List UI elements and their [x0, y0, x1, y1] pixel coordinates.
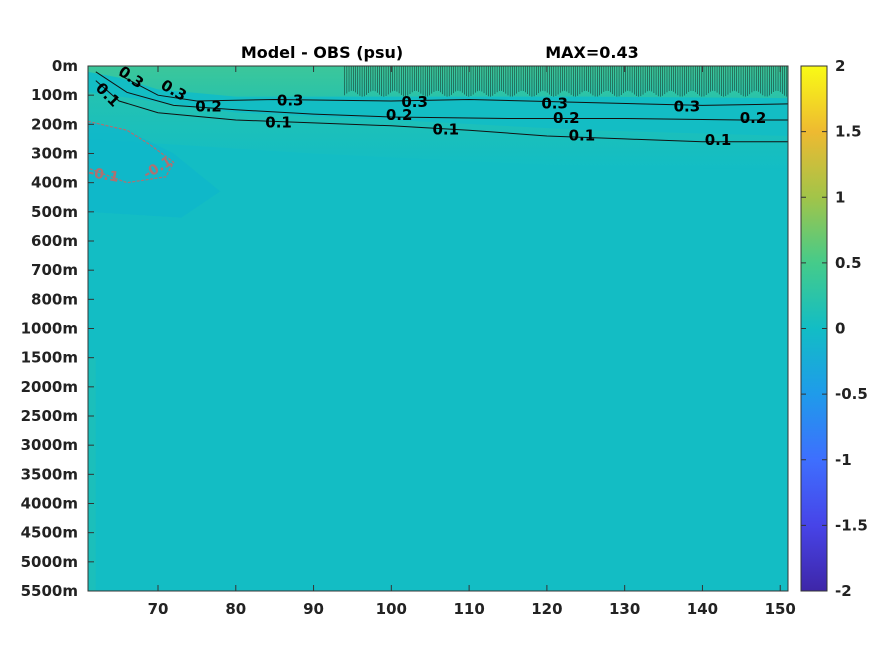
- colorbar-tick-label: 2: [835, 57, 845, 75]
- x-axis: 70 80 90 100 110 120 130 140 150: [148, 66, 796, 618]
- contour-label: 0.2: [386, 106, 413, 124]
- contour-line-0.2: [95, 71, 788, 121]
- contour-label: 0.1: [569, 127, 596, 145]
- x-tick-label: 150: [765, 600, 796, 618]
- contour-label: 0.3: [401, 93, 428, 111]
- y-tick-label: 200m: [31, 115, 78, 133]
- y-tick-label: 3000m: [21, 436, 78, 454]
- y-tick-label: 700m: [31, 261, 78, 279]
- contour-label: 0.3: [674, 97, 701, 115]
- contour-line--0.1: [88, 120, 175, 184]
- contour-label: -0.1: [87, 165, 120, 186]
- y-tick-label: 100m: [31, 86, 78, 104]
- contour-label: 0.2: [553, 109, 580, 127]
- contour-label: 0.1: [705, 131, 732, 149]
- y-axis: 0m 100m 200m 300m 400m 500m 600m 700m 800m 1000m 1…: [21, 57, 94, 600]
- y-tick-label: 2000m: [21, 378, 78, 396]
- chart-title: Model - OBS (psu): [241, 43, 403, 62]
- y-tick-label: 400m: [31, 174, 78, 192]
- y-tick-label: 0m: [52, 57, 78, 75]
- colorbar-tick-label: 1: [835, 188, 845, 206]
- x-tick-label: 140: [687, 600, 718, 618]
- surface-positive-region: [88, 66, 788, 99]
- contour-lines: [88, 66, 788, 184]
- y-tick-label: 600m: [31, 232, 78, 250]
- x-tick-label: 120: [531, 600, 562, 618]
- y-tick-label: 800m: [31, 290, 78, 308]
- subsurface-positive-region: [88, 92, 788, 171]
- colorbar-tick-label: -2: [835, 582, 852, 600]
- colorbar-tick-label: 1.5: [835, 123, 862, 141]
- west-negative-region: [88, 121, 221, 218]
- contour-label: 0.3: [541, 94, 568, 112]
- x-tick-label: 70: [148, 600, 169, 618]
- contour-line-0.1: [95, 80, 788, 143]
- x-tick-label: 80: [225, 600, 246, 618]
- y-tick-label: 4000m: [21, 495, 78, 513]
- max-annotation: MAX=0.43: [545, 43, 639, 62]
- colorbar-tick-label: -1: [835, 451, 852, 469]
- contour-label: 0.3: [277, 92, 304, 110]
- y-tick-label: 1000m: [21, 320, 78, 338]
- x-tick-label: 100: [376, 600, 407, 618]
- y-tick-label: 2500m: [21, 407, 78, 425]
- colorbar-tick-label: 0.5: [835, 254, 862, 272]
- contour-label: 0.1: [265, 113, 292, 131]
- y-tick-label: 1500m: [21, 349, 78, 367]
- heatmap-field: [88, 66, 788, 591]
- y-tick-label: 3500m: [21, 465, 78, 483]
- colorbar-axis: 2 1.5 1 0.5 0 -0.5 -1 -1.5 -2: [801, 57, 868, 600]
- y-tick-label: 500m: [31, 203, 78, 221]
- y-tick-label: 300m: [31, 145, 78, 163]
- contour-label: 0.2: [740, 109, 767, 127]
- x-tick-label: 110: [453, 600, 484, 618]
- y-tick-label: 5500m: [21, 582, 78, 600]
- contour-line-0.3: [118, 74, 788, 106]
- contour-label: 0.2: [195, 97, 222, 115]
- x-tick-label: 90: [303, 600, 324, 618]
- colorbar-tick-label: -0.5: [835, 385, 868, 403]
- contour-label: 0.1: [432, 121, 459, 139]
- y-tick-label: 4500m: [21, 524, 78, 542]
- x-tick-label: 130: [609, 600, 640, 618]
- colorbar-tick-label: -1.5: [835, 516, 868, 534]
- colorbar-tick-label: 0: [835, 320, 845, 338]
- y-tick-label: 5000m: [21, 553, 78, 571]
